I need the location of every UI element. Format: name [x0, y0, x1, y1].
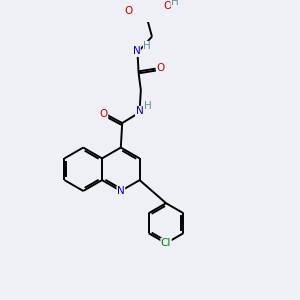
Text: H: H	[143, 41, 151, 51]
Text: Cl: Cl	[161, 238, 171, 248]
Text: O: O	[157, 63, 165, 73]
Text: H: H	[171, 0, 179, 7]
Text: N: N	[117, 186, 125, 196]
Text: N: N	[133, 46, 140, 56]
Text: H: H	[145, 101, 152, 111]
Text: N: N	[136, 106, 143, 116]
Text: O: O	[124, 6, 133, 16]
Text: O: O	[99, 109, 108, 119]
Text: O: O	[163, 1, 171, 11]
